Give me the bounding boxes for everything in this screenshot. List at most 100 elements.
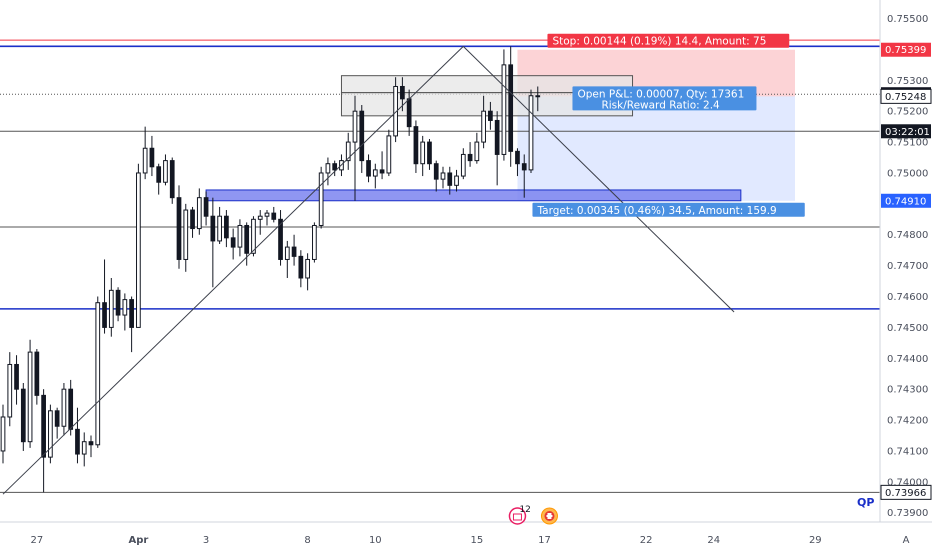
candle-body [34,351,40,396]
stop-label: Stop: 0.00144 (0.19%) 14.4, Amount: 75 [552,36,766,48]
trend-line [462,45,735,313]
corner-label[interactable]: QP [857,496,875,509]
candle-body [163,160,168,183]
candle-body [427,141,432,165]
candle-body [108,289,114,328]
candle-body [366,160,371,177]
candle-body [183,209,189,260]
price-label: 0.74910 [885,196,926,207]
price-label-box [881,124,931,139]
y-tick-label: 0.75000 [887,168,928,179]
candle-body [48,410,53,458]
candle-body [501,64,507,155]
candle-body [298,255,304,279]
candle-body [440,172,446,180]
candle-body [481,110,486,143]
x-tick-label: 10 [369,535,382,546]
candle-body [136,172,141,328]
candle-body [61,388,67,427]
candle-body [122,299,128,316]
price-label: 0.73966 [885,488,926,499]
candle-body [521,163,527,171]
y-tick-label: 0.74100 [887,446,928,457]
candle-body [230,237,236,248]
candle-body [169,160,175,199]
candle-body [406,98,412,128]
candle-body [217,215,222,242]
candle-body [41,394,46,458]
candle-body [203,197,209,217]
y-tick-label: 0.74800 [887,230,928,241]
candle-body [244,224,250,254]
price-label-box [881,193,931,208]
candle-body [210,215,216,242]
x-tick-label: Apr [128,535,148,546]
candle-body [386,135,392,174]
x-tick-label: 17 [538,535,551,546]
candle-body [271,212,277,220]
candle-body [284,246,290,260]
x-tick-label: 15 [470,535,483,546]
x-tick-label: 27 [30,535,43,546]
candle-body [400,85,405,100]
trend-line [2,45,464,495]
candle-body [345,141,351,162]
price-label-box [880,88,932,104]
candle-body [14,363,19,390]
y-tick-label: 0.74000 [887,477,928,488]
candle-body [312,224,317,260]
candle-body [379,169,385,174]
candle-body [224,215,229,239]
news-icon [546,515,553,517]
candle-body [325,163,331,174]
price-label-box [880,484,932,500]
candle-body [393,85,398,137]
x-tick-label: 8 [304,535,310,546]
y-tick-label: 0.75200 [887,107,928,118]
target-label: Target: 0.00345 (0.46%) 34.5, Amount: 15… [536,205,776,217]
candle-body [20,388,26,443]
candle-body [176,197,182,260]
candle-body [488,110,493,121]
x-tick-label: 3 [203,535,209,546]
candle-body [352,110,358,143]
candle-body [454,175,459,186]
auto-scale-button: A [903,535,910,546]
candle-body [75,428,80,455]
candle-body [474,141,480,162]
target-label-box [532,202,805,217]
calendar-event-icon [512,513,522,521]
candle-body [68,388,74,430]
candle-body [460,153,466,177]
candle-body [27,351,33,443]
candle-body [332,163,338,171]
candle-body [54,410,60,427]
price-label: 03:22:01 [885,127,930,138]
candle-body [433,163,439,180]
candle-body [237,224,243,248]
candle-body [115,289,121,316]
candle-body [528,95,534,171]
candle-body [467,153,473,162]
candle-body [142,147,148,174]
candle-body [305,258,310,279]
candle-body [0,416,6,452]
candle-body [190,209,195,230]
candle-body [156,166,162,183]
candle-body [251,218,256,254]
candle-body [447,172,453,186]
candle-body [7,363,13,418]
candle-body [420,141,426,165]
candle-body [413,126,419,165]
candle-body [88,441,94,446]
y-tick-label: 0.74700 [887,261,928,272]
candle-body [264,212,270,217]
x-tick-label: 29 [809,535,822,546]
y-tick-label: 0.75500 [887,14,928,25]
y-tick-label: 0.74400 [887,354,928,365]
candle-body [515,150,520,165]
pnl-label-box [572,86,757,111]
y-tick-label: 0.75100 [887,138,928,149]
